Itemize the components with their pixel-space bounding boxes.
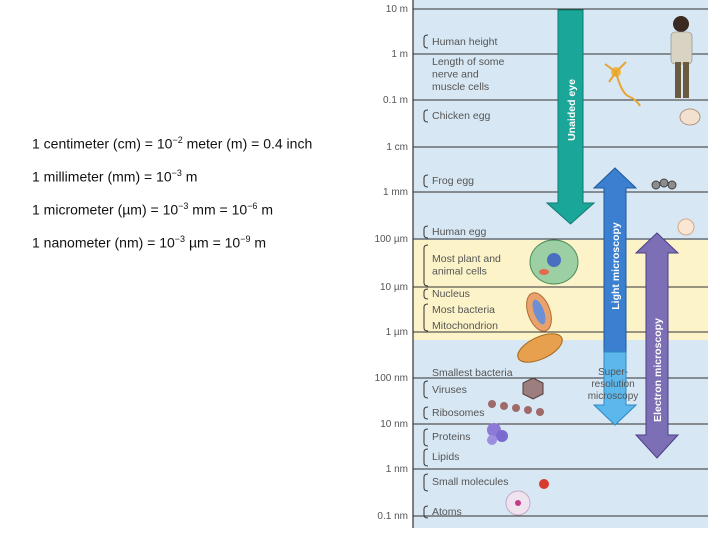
scale-item-label: Chicken egg	[432, 110, 491, 122]
scale-tick-label: 1 m	[391, 49, 408, 60]
scale-bracket	[423, 406, 429, 420]
definition-centimeter: 1 centimeter (cm) = 10−2 meter (m) = 0.4…	[32, 135, 313, 152]
scale-item-label: Frog egg	[432, 175, 474, 187]
scale-item-label: Ribosomes	[432, 407, 485, 419]
frog-eggs-icon	[651, 178, 677, 190]
scale-item-label: Lipids	[432, 451, 459, 463]
small-molecule-icon	[539, 479, 549, 489]
mitochondrion-icon	[517, 333, 563, 363]
electron-microscopy-range: Electron microscopy	[634, 232, 680, 459]
scale-item-label: Mitochondrion	[432, 320, 498, 332]
scale-bracket	[423, 288, 429, 300]
scale-bracket	[423, 244, 429, 287]
scale-bracket	[423, 473, 429, 492]
scale-item-label: Most plant and animal cells	[432, 253, 501, 278]
nerve-cell-icon	[604, 61, 641, 107]
scale-item-label: Smallest bacteria	[432, 367, 513, 379]
plant-animal-cell-icon	[529, 239, 579, 285]
scale-bracket	[423, 380, 429, 399]
scale-tick-label: 1 cm	[386, 142, 408, 153]
human-figure-icon	[670, 16, 693, 98]
scale-bracket	[423, 109, 429, 123]
scale-item-label: Small molecules	[432, 476, 508, 488]
scale-item-label: Human height	[432, 36, 497, 48]
scale-item-label: Human egg	[432, 226, 486, 238]
scale-bracket	[423, 448, 429, 467]
scale-tick-label: 10 m	[386, 4, 408, 15]
electron-microscopy-label: Electron microscopy	[652, 318, 664, 422]
scale-bracket	[423, 505, 429, 519]
scale-tick-label: 1 mm	[383, 187, 408, 198]
scale-tick-label: 100 µm	[374, 234, 408, 245]
scale-tick-label: 0.1 m	[383, 95, 408, 106]
definition-micrometer: 1 micrometer (µm) = 10−3 mm = 10−6 m	[32, 201, 273, 218]
protein-icon	[487, 423, 508, 445]
scale-bracket	[423, 34, 429, 49]
scale-tick-label: 1 µm	[386, 327, 408, 338]
scale-bracket	[423, 174, 429, 188]
scale-tick-label: 100 nm	[375, 373, 408, 384]
definition-nanometer: 1 nanometer (nm) = 10−3 µm = 10−9 m	[32, 234, 267, 251]
super-resolution-label: Super-resolution microscopy	[588, 367, 639, 402]
scale-bracket	[423, 303, 429, 332]
virus-icon	[522, 377, 544, 400]
chicken-egg-icon	[679, 108, 701, 126]
scale-item-label: Proteins	[432, 431, 471, 443]
scale-item-label: Nucleus	[432, 288, 470, 300]
unaided-eye-range: Unaided eye	[545, 9, 596, 225]
human-egg-icon	[677, 218, 695, 236]
light-microscopy-range: Light microscopy	[592, 167, 638, 426]
definition-millimeter: 1 millimeter (mm) = 10−3 m	[32, 168, 198, 185]
scale-tick-label: 0.1 nm	[377, 511, 408, 522]
unaided-eye-label: Unaided eye	[566, 79, 578, 141]
scale-item-label: Most bacteria	[432, 304, 495, 316]
scale-item-label: Atoms	[432, 506, 462, 518]
ribosomes-icon	[488, 400, 544, 416]
scale-tick-label: 10 µm	[380, 282, 408, 293]
scale-bracket	[423, 225, 429, 239]
atom-icon	[505, 490, 531, 516]
scale-item-label: Viruses	[432, 384, 467, 396]
light-microscopy-label: Light microscopy	[610, 222, 622, 310]
scale-tick-label: 10 nm	[380, 419, 408, 430]
scale-bracket	[423, 428, 429, 447]
scale-item-label: Length of some nerve and muscle cells	[432, 56, 505, 93]
scale-tick-label: 1 nm	[386, 464, 408, 475]
bacterium-icon	[526, 292, 552, 332]
